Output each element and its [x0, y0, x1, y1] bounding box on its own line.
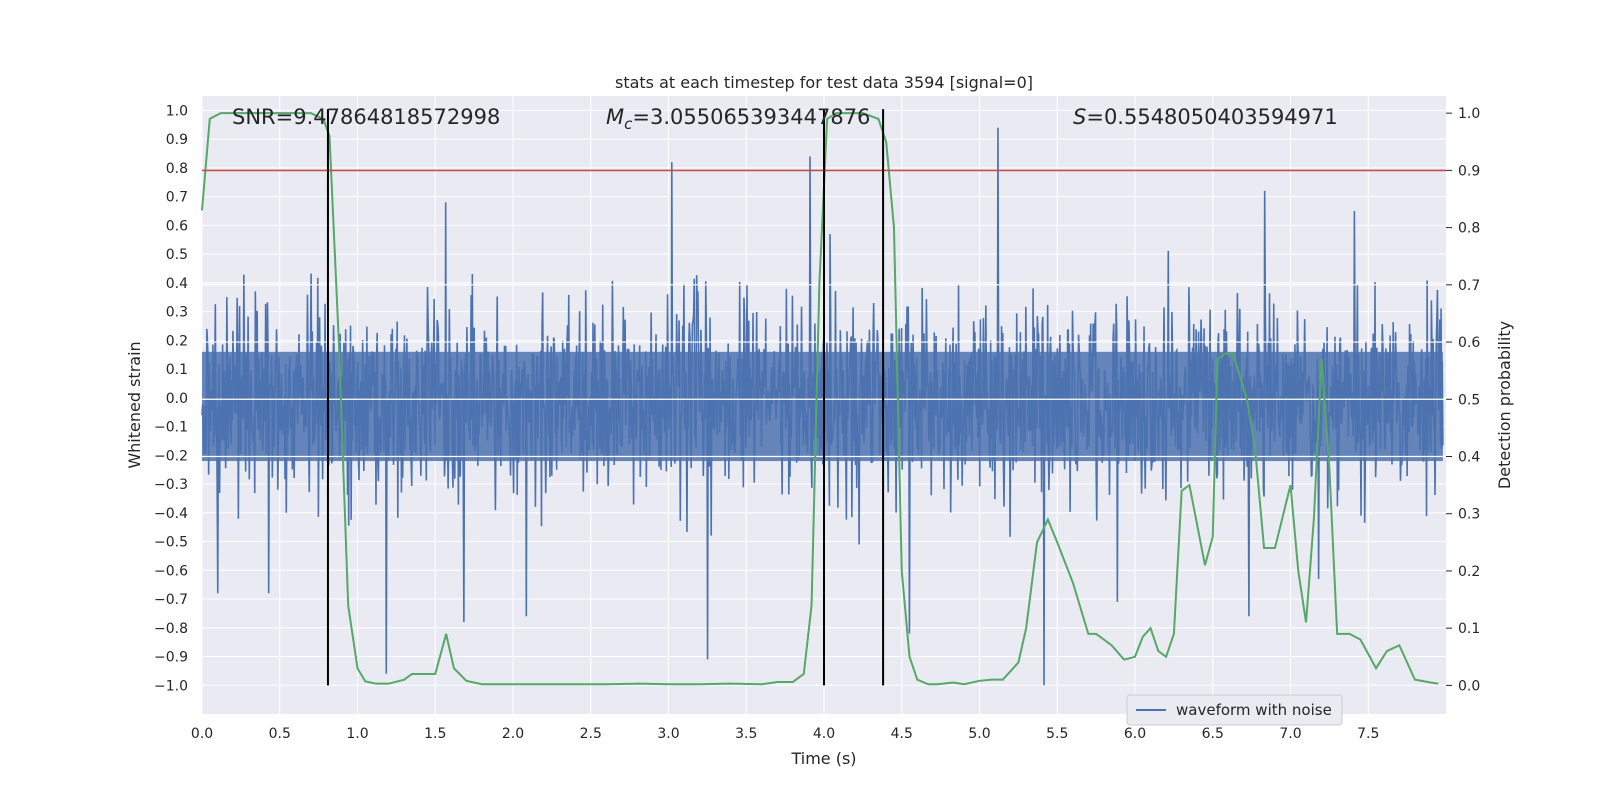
x-tick-label: 7.5: [1357, 726, 1379, 742]
y-tick-label-left: 0.6: [166, 218, 188, 234]
y-tick-label-right: 0.5: [1458, 392, 1480, 408]
y-tick-label-left: 0.2: [166, 333, 188, 349]
y-tick-label-left: 0.7: [166, 190, 188, 206]
x-tick-label: 4.5: [891, 726, 913, 742]
snr-annotation: SNR=9.47864818572998: [232, 105, 500, 129]
mc-symbol: M: [606, 105, 624, 129]
y-tick-label-right: 0.6: [1458, 335, 1480, 351]
x-tick-label: 6.5: [1202, 726, 1224, 742]
x-tick-label: 4.0: [813, 726, 835, 742]
y-ticks-left: −1.0 −0.9 −0.8 −0.7 −0.6 −0.5 −0.4 −0.3 −0.2 −0.1…: [154, 103, 188, 694]
legend-label: waveform with noise: [1176, 701, 1332, 719]
y-tick-label-left: 1.0: [166, 103, 188, 119]
y-tick-label-right: 1.0: [1458, 106, 1480, 122]
y-tick-label-left: 0.1: [166, 362, 188, 378]
y-tick-label-left: −0.9: [154, 650, 188, 666]
x-tick-label: 7.0: [1279, 726, 1301, 742]
y-tick-label-left: −0.8: [154, 621, 188, 637]
y-tick-label-left: −0.2: [154, 448, 188, 464]
y-tick-label-right: 0.0: [1458, 678, 1480, 694]
x-tick-label: 6.0: [1124, 726, 1146, 742]
x-tick-label: 1.0: [346, 726, 368, 742]
y-tick-label-left: −0.3: [154, 477, 188, 493]
y-tick-label-left: 0.3: [166, 305, 188, 321]
y-tick-label-left: 0.8: [166, 161, 188, 177]
y-tick-label-right: 0.7: [1458, 278, 1480, 294]
probability-line: [201, 112, 1439, 686]
mc-annotation: Mc=3.055065393447876: [606, 105, 870, 133]
x-tick-label: 2.0: [502, 726, 524, 742]
x-ticks: 0.0 0.5 1.0 1.5 2.0 2.5 3.0 3.5 4.0 4.5 5.0 5.5 6.0 6…: [191, 726, 1380, 742]
y-tick-label-left: 0.4: [166, 276, 188, 292]
y-axis-label-left: Whitened strain: [125, 341, 144, 468]
y-tick-label-right: 0.1: [1458, 621, 1480, 637]
y-axis-label-right: Detection probability: [1495, 321, 1514, 489]
y-tick-label-right: 0.8: [1458, 221, 1480, 237]
x-tick-label: 1.5: [424, 726, 446, 742]
s-symbol: S: [1073, 105, 1086, 129]
chart-title: stats at each timestep for test data 359…: [615, 73, 1033, 92]
y-tick-label-right: 0.4: [1458, 450, 1480, 466]
x-tick-label: 3.0: [657, 726, 679, 742]
x-tick-label: 5.5: [1046, 726, 1068, 742]
mc-value: =3.055065393447876: [632, 105, 870, 129]
s-annotation: S=0.5548050403594971: [1073, 105, 1338, 129]
mc-subscript: c: [624, 115, 633, 133]
y-tick-label-left: −1.0: [154, 678, 188, 694]
x-tick-label: 2.5: [580, 726, 602, 742]
waveform-series: [201, 127, 1446, 686]
y-tick-label-right: 0.3: [1458, 507, 1480, 523]
y-tick-label-left: 0.9: [166, 132, 188, 148]
y-tick-label-right: 0.9: [1458, 163, 1480, 179]
y-tick-label-right: 0.2: [1458, 564, 1480, 580]
legend-box: [1126, 694, 1343, 726]
y-tick-label-left: −0.6: [154, 563, 188, 579]
x-tick-label: 3.5: [735, 726, 757, 742]
vertical-lines: [326, 109, 885, 686]
probability-series: [201, 112, 1439, 686]
waveform-dense-band: [202, 351, 1443, 462]
y-tick-label-left: −0.4: [154, 506, 188, 522]
x-tick-label: 5.0: [968, 726, 990, 742]
x-axis-label: Time (s): [790, 749, 856, 768]
legend: waveform with noise: [1126, 694, 1343, 726]
s-value: =0.5548050403594971: [1086, 105, 1337, 129]
y-tick-label-left: −0.5: [154, 535, 188, 551]
x-tick-label: 0.5: [269, 726, 291, 742]
y-tick-label-left: 0.0: [166, 391, 188, 407]
y-tick-label-left: 0.5: [166, 247, 188, 263]
x-tick-label: 0.0: [191, 726, 213, 742]
y-ticks-right: 0.0 0.1 0.2 0.3 0.4 0.5 0.6 0.7 0.8 0.9 1.0: [1446, 106, 1480, 694]
y-tick-label-left: −0.1: [154, 420, 188, 436]
y-tick-label-left: −0.7: [154, 592, 188, 608]
